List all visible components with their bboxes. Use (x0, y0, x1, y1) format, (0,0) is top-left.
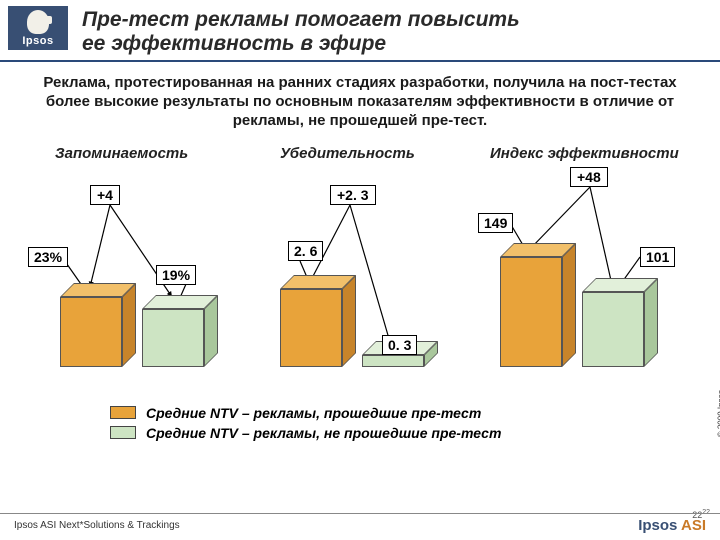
legend-item: Средние NTV – рекламы, прошедшие пре-тес… (110, 405, 660, 421)
legend-text: Средние NTV – рекламы, прошедшие пре-тес… (146, 405, 481, 421)
delta-label: +48 (570, 167, 608, 187)
delta-label: +4 (90, 185, 120, 205)
logo-text: Ipsos (22, 35, 53, 47)
bar-pretested-side (562, 243, 576, 367)
footer-logo: Ipsos ASI (638, 517, 706, 534)
bar-chart: Запоминаемость +4 Убедительность +2. 3 Индек… (0, 137, 720, 397)
legend-item: Средние NTV – рекламы, не прошедшие пре-… (110, 425, 660, 441)
bar-pretested-side (122, 283, 136, 367)
title-line-2: ее эффективность в эфире (82, 32, 386, 55)
logo-head-icon (27, 10, 49, 34)
legend-swatch (110, 426, 136, 439)
bar-pretested (280, 289, 342, 367)
footer-left-text: Ipsos ASI Next*Solutions & Trackings (14, 520, 180, 531)
value-label: 19% (156, 265, 196, 285)
copyright-text: © 2009 Ipsos (716, 390, 720, 437)
group-label: Запоминаемость (55, 145, 188, 162)
value-label: 149 (478, 213, 513, 233)
value-label: 101 (640, 247, 675, 267)
bar-pretested-side (342, 275, 356, 367)
page-title: Пре-тест рекламы помогает повысить ее эф… (82, 6, 520, 56)
value-label: 0. 3 (382, 335, 417, 355)
bar-not-pretested-side (204, 295, 218, 367)
value-label: 23% (28, 247, 68, 267)
bar-not-pretested (582, 292, 644, 367)
legend-text: Средние NTV – рекламы, не прошедшие пре-… (146, 425, 501, 441)
group-label: Индекс эффективности (490, 145, 679, 162)
bar-not-pretested (362, 355, 424, 367)
header: Ipsos Пре-тест рекламы помогает повысить… (0, 0, 720, 62)
legend-swatch (110, 406, 136, 419)
title-line-1: Пре-тест рекламы помогает повысить (82, 8, 520, 31)
footer: Ipsos ASI Next*Solutions & Trackings Ips… (0, 513, 720, 534)
bar-pretested (60, 297, 122, 367)
group-label: Убедительность (280, 145, 415, 162)
delta-label: +2. 3 (330, 185, 376, 205)
value-label: 2. 6 (288, 241, 323, 261)
bar-pretested (500, 257, 562, 367)
subtitle-text: Реклама, протестированная на ранних стад… (0, 62, 720, 136)
bar-not-pretested-side (644, 278, 658, 367)
bar-not-pretested (142, 309, 204, 367)
ipsos-logo: Ipsos (8, 6, 68, 50)
legend: Средние NTV – рекламы, прошедшие пре-тес… (0, 397, 720, 441)
